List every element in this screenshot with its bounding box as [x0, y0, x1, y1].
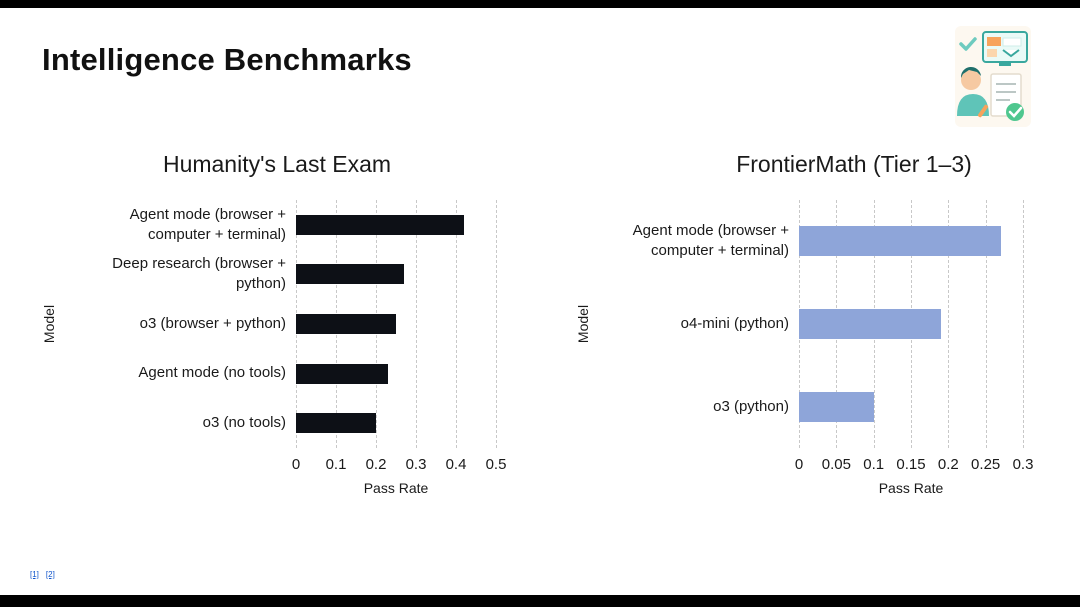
bottom-letterbox-bar — [0, 595, 1080, 607]
category-label: Agent mode (no tools) — [138, 364, 286, 382]
bar — [296, 363, 388, 384]
gridline — [948, 200, 950, 448]
category-label: o3 (no tools) — [202, 414, 286, 432]
bar-row — [296, 250, 496, 300]
bar-row — [296, 349, 496, 399]
gridline — [416, 200, 417, 448]
bar-row — [296, 299, 496, 349]
x-tick-label: 0.05 — [821, 456, 851, 473]
footnote-links: [1] [2] — [30, 570, 55, 579]
bar — [296, 313, 396, 334]
x-tick-label: 0.4 — [445, 456, 467, 473]
bar — [296, 214, 464, 235]
category-label: o3 (browser + python) — [139, 314, 286, 332]
chart-title: Humanity's Last Exam — [162, 151, 392, 177]
category-labels: Agent mode (browser + computer + termina… — [62, 200, 296, 448]
x-tick-label: 0.25 — [971, 456, 1001, 473]
person-computer-checklist-icon — [955, 26, 1031, 127]
bar — [296, 264, 404, 285]
category-labels: Agent mode (browser + computer + termina… — [596, 200, 799, 448]
footnote-link-2[interactable]: [2] — [45, 570, 55, 579]
x-axis-label: Pass Rate — [363, 480, 429, 496]
x-tick-label: 0.3 — [405, 456, 427, 473]
bar — [296, 413, 376, 434]
page-title: Intelligence Benchmarks — [42, 42, 412, 77]
y-axis-label: Model — [41, 304, 58, 344]
gridline — [985, 200, 987, 448]
category-label: Agent mode (browser + computer + termina… — [129, 205, 286, 243]
x-axis-label: Pass Rate — [878, 480, 944, 496]
category-label: Agent mode (browser + computer + termina… — [632, 222, 789, 260]
category-label: o4-mini (python) — [680, 314, 789, 332]
top-letterbox-bar — [0, 0, 1080, 8]
bar-row — [296, 398, 496, 448]
category-label: Deep research (browser + python) — [112, 255, 286, 293]
plot-area — [296, 200, 497, 448]
x-tick-label: 0.1 — [863, 456, 885, 473]
chart-frontiermath: FrontierMath (Tier 1–3) Model Agent mode… — [570, 148, 1034, 496]
bar-row — [799, 200, 1023, 283]
bar-row — [296, 200, 496, 250]
checkmark-icon — [959, 37, 977, 51]
bar-row — [799, 283, 1023, 366]
bar-row — [799, 365, 1023, 448]
gridline — [496, 200, 497, 448]
chart-title: FrontierMath (Tier 1–3) — [736, 151, 972, 177]
x-tick-label: 0 — [291, 456, 301, 473]
monitor-icon — [982, 31, 1028, 66]
plot-area — [799, 200, 1024, 448]
x-axis-ticks: 0 0.1 0.2 0.3 0.4 0.5 — [292, 456, 507, 476]
category-label: o3 (python) — [713, 397, 789, 415]
footnote-link-1[interactable]: [1] — [30, 570, 39, 579]
x-tick-label: 0.3 — [1012, 456, 1034, 473]
gridline — [456, 200, 457, 448]
gridline — [1023, 200, 1024, 448]
bar — [799, 309, 941, 339]
x-tick-label: 0.2 — [365, 456, 387, 473]
benchmark-illustration — [953, 24, 1033, 129]
check-circle-icon — [1006, 103, 1024, 121]
y-axis-label: Model — [575, 304, 592, 344]
x-tick-label: 0.5 — [485, 456, 507, 473]
x-tick-label: 0.2 — [937, 456, 959, 473]
x-tick-label: 0 — [794, 456, 804, 473]
x-tick-label: 0.1 — [325, 456, 347, 473]
bar — [799, 226, 1001, 257]
bar — [799, 391, 874, 422]
x-axis-ticks: 0 0.05 0.1 0.15 0.2 0.25 0.3 — [795, 456, 1034, 476]
x-tick-label: 0.15 — [896, 456, 926, 473]
chart-humanitys-last-exam: Humanity's Last Exam Model Agent mode (b… — [36, 148, 507, 496]
